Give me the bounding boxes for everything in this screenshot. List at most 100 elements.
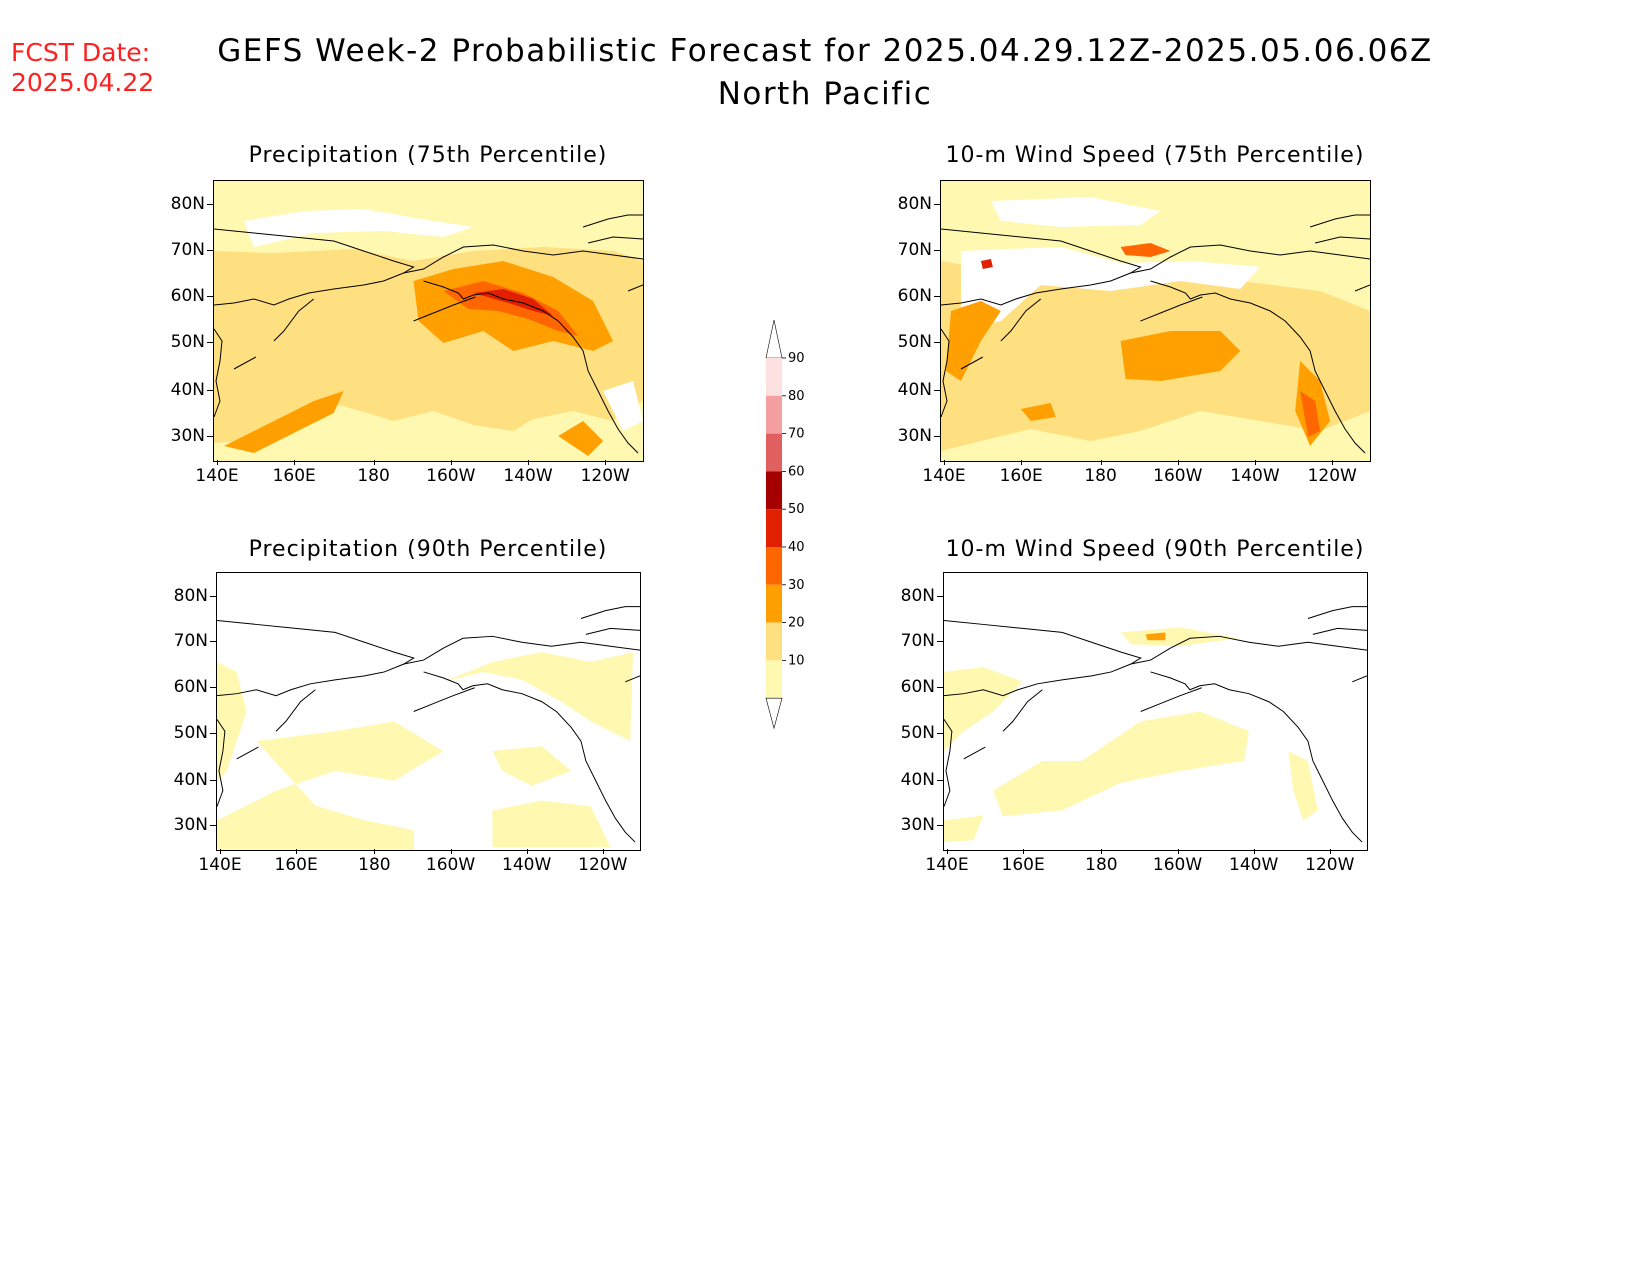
wind75-shading [941,181,1370,461]
main-title: GEFS Week-2 Probabilistic Forecast for 2… [217,33,1433,69]
coastline [627,284,643,292]
lat-label: 40N [173,769,208,790]
colorbar-segment [766,584,782,623]
coastline [944,719,953,807]
coastline [413,687,475,712]
lat-label: 70N [170,240,205,260]
lat-label: 70N [900,631,935,652]
coastline [941,228,1142,306]
lat-tick [934,250,940,251]
contour-region [1300,391,1321,437]
lat-label: 60N [170,286,205,307]
colorbar-label: 60 [788,464,805,479]
lat-tick [937,686,943,688]
contour-region [217,662,247,781]
lon-tick [1329,849,1331,854]
lat-label: 50N [173,722,208,743]
panel-title-wind90: 10-m Wind Speed (90th Percentile) [945,537,1365,562]
coastline [582,214,643,228]
lon-label: 160E [1001,855,1045,875]
map-panel-precip75 [213,180,644,462]
contour-region [1020,403,1056,421]
precip75-shading [214,181,643,461]
lat-label: 80N [170,193,205,214]
lon-tick [605,460,607,465]
contour-region [1288,751,1318,821]
lat-label: 30N [170,426,205,447]
lat-label: 80N [897,193,932,214]
contour-region [960,247,1261,331]
coastline [1315,236,1370,244]
lat-label: 30N [173,815,208,836]
lon-tick [374,849,376,854]
lat-tick [934,342,940,344]
contour-region [990,197,1161,227]
colorbar-segment [766,433,782,472]
contour-region [993,711,1249,817]
contour-region [1145,632,1166,641]
contour-region [1121,627,1240,647]
coastline [423,671,636,843]
colorbar-segment [766,471,782,510]
lat-tick [934,436,940,438]
contour-region [1120,331,1241,381]
colorbar-segment [766,395,782,434]
contour-region [945,301,1001,381]
lon-label: 160E [999,466,1043,486]
map-panel-precip90 [216,572,641,851]
contour-region [217,721,444,850]
lat-tick [207,250,213,251]
colorbar-graphic: 90 80 70 60 50 40 30 20 10 [765,319,805,730]
lat-tick [210,595,216,597]
lon-label: 180 [357,466,390,486]
contour-region [980,259,993,269]
contour-region [223,391,344,453]
colorbar-label: 80 [788,389,805,404]
panel-title-precip90: Precipitation (90th Percentile) [248,537,608,562]
lon-tick [1255,460,1257,465]
lon-tick [217,460,218,465]
lat-tick [934,390,940,391]
region-subtitle: North Pacific [717,76,933,112]
lon-label: 140E [922,466,966,486]
map-panel-wind90 [943,572,1368,851]
lon-tick [296,849,298,854]
lat-tick [207,296,213,298]
lon-tick [1177,849,1179,854]
fcst-date-value: 2025.04.22 [11,68,155,97]
coastline [1130,635,1367,665]
colorbar-label: 70 [788,427,805,442]
colorbar-segment [766,358,782,396]
lon-label: 160E [274,855,318,875]
coastline [214,228,415,306]
colorbar-label: 30 [788,578,805,593]
coastline [963,746,986,760]
lon-label: 120W [1305,855,1355,875]
lon-label: 140W [502,855,552,875]
colorbar: 90 80 70 60 50 40 30 20 10 [760,319,840,740]
lat-label: 50N [897,332,932,353]
coastline [236,746,259,760]
coastline [413,296,476,322]
lat-label: 70N [173,631,208,652]
coastline [403,635,640,665]
coastline [1307,606,1367,619]
colorbar-label: 20 [788,616,805,631]
lon-tick [1023,849,1025,854]
lat-label: 70N [897,240,932,260]
colorbar-segment [766,547,782,585]
lat-tick [934,203,940,205]
panel-title-precip75: Precipitation (75th Percentile) [248,143,608,168]
lon-tick [1253,849,1255,854]
fcst-date-label: FCST Date: [11,38,151,67]
lat-tick [207,390,213,391]
lon-tick [947,849,948,854]
lat-label: 40N [900,769,935,790]
colorbar-bottom-cap [765,697,783,730]
lon-tick [450,460,452,465]
lat-label: 30N [900,815,935,836]
lat-tick [210,825,216,827]
lat-tick [934,296,940,298]
contour-region [492,800,611,848]
lat-tick [210,732,216,734]
